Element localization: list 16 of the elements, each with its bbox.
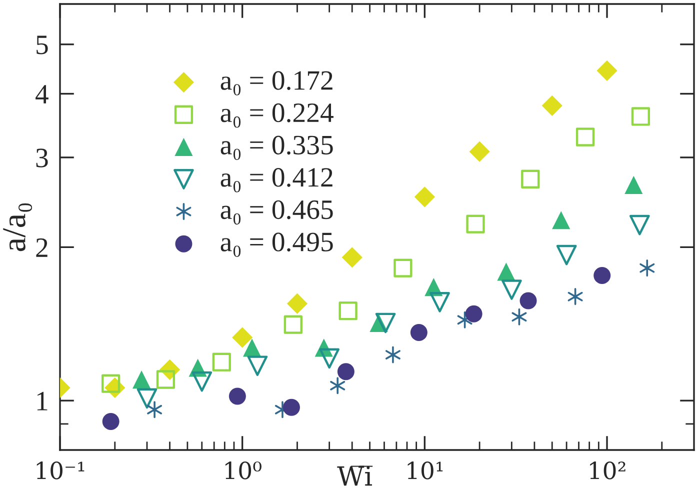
y-axis-title: a/a₀ [3,203,32,252]
x-axis-title: W̅i̅ [337,466,373,486]
y-tick-label: 5 [36,36,48,54]
y-tick-label: 1 [37,392,48,410]
y-tick-label: 3 [36,148,48,168]
x-tick-label: 10⁰ [225,462,262,480]
x-tick-label: 10⁻¹ [36,462,84,480]
legend-label: a₀ = 0.495 [220,232,333,257]
x-tick-label: 10¹ [408,462,443,480]
legend-label: a₀ = 0.224 [220,103,334,128]
legend-label: a₀ = 0.172 [220,71,332,96]
x-tick-label: 10² [590,462,626,480]
legend-label: a₀ = 0.335 [220,136,333,160]
y-tick-label: 2 [36,238,48,257]
legend-label: a₀ = 0.412 [220,168,332,192]
y-tick-label: 4 [36,85,48,104]
